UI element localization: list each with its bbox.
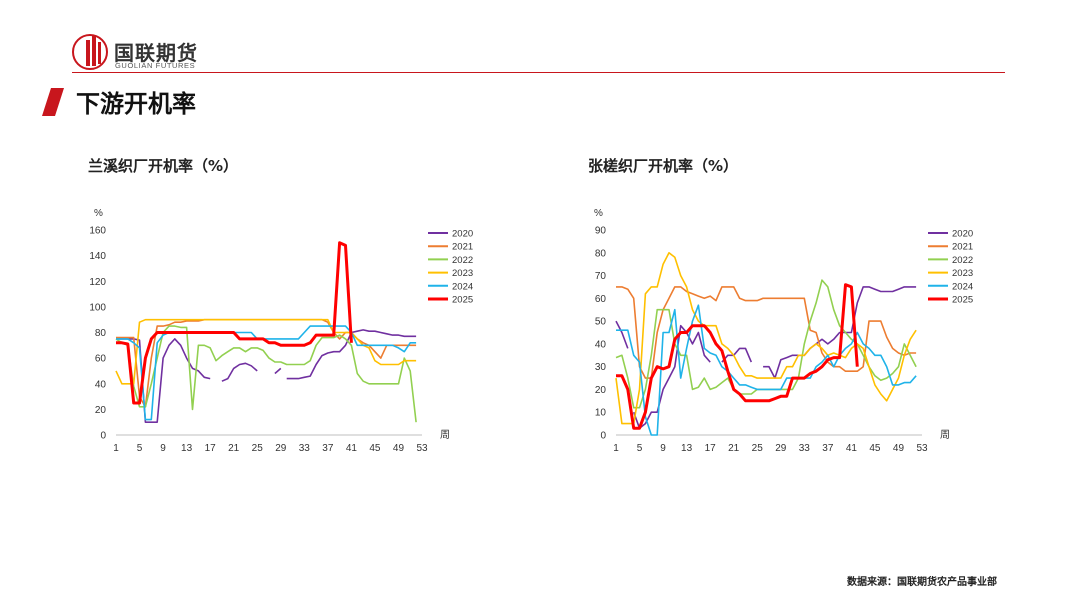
x-tick-label: 25	[252, 443, 264, 454]
series-line-2025	[616, 283, 859, 430]
x-tick-label: 17	[705, 443, 717, 454]
logo-emblem-icon	[72, 34, 108, 70]
y-tick-label: 80	[595, 248, 607, 259]
x-tick-label: 9	[660, 443, 666, 454]
y-tick-label: 80	[95, 328, 107, 339]
x-tick-label: 53	[416, 443, 428, 454]
x-axis-unit-label: 周	[940, 429, 950, 441]
x-tick-label: 1	[613, 443, 619, 454]
series-line-2023	[615, 252, 917, 425]
legend-label-2025: 2025	[452, 295, 473, 306]
y-tick-label: 20	[95, 405, 107, 416]
y-tick-label: 90	[595, 226, 607, 237]
legend-label-2020: 2020	[452, 229, 473, 240]
legend-label-2025: 2025	[952, 295, 973, 306]
y-axis-unit-label: %	[94, 208, 103, 219]
x-tick-label: 5	[637, 443, 643, 454]
y-tick-label: 70	[595, 271, 607, 282]
x-tick-label: 49	[393, 443, 405, 454]
x-tick-label: 33	[799, 443, 811, 454]
x-tick-label: 45	[869, 443, 881, 454]
x-tick-label: 41	[346, 443, 358, 454]
y-tick-label: 20	[595, 385, 607, 396]
y-tick-label: 0	[600, 431, 606, 442]
x-tick-label: 13	[681, 443, 693, 454]
x-axis-unit-label: 周	[440, 429, 450, 441]
legend-label-2023: 2023	[952, 268, 973, 279]
x-tick-label: 29	[275, 443, 287, 454]
title-accent-icon	[42, 88, 64, 116]
y-tick-label: 30	[595, 362, 607, 373]
y-tick-label: 60	[95, 354, 107, 365]
x-tick-label: 21	[728, 443, 740, 454]
series-line-2022	[615, 279, 917, 409]
series-line-2020	[615, 286, 917, 429]
y-tick-label: 140	[89, 251, 106, 262]
x-tick-label: 33	[299, 443, 311, 454]
x-tick-label: 25	[752, 443, 764, 454]
y-tick-label: 160	[89, 226, 106, 237]
x-tick-label: 21	[228, 443, 240, 454]
x-tick-label: 13	[181, 443, 193, 454]
x-tick-label: 45	[369, 443, 381, 454]
y-axis-unit-label: %	[594, 208, 603, 219]
legend-label-2023: 2023	[452, 268, 473, 279]
y-tick-label: 120	[89, 277, 106, 288]
series-line-2021	[616, 286, 917, 379]
legend-label-2021: 2021	[952, 242, 973, 253]
legend-label-2024: 2024	[952, 281, 973, 292]
x-tick-label: 17	[205, 443, 217, 454]
x-tick-label: 41	[846, 443, 858, 454]
legend-label-2022: 2022	[952, 255, 973, 266]
legend-label-2024: 2024	[452, 281, 473, 292]
series-line-2022	[115, 325, 417, 423]
x-tick-label: 29	[775, 443, 787, 454]
y-tick-label: 40	[95, 379, 107, 390]
y-tick-label: 50	[595, 317, 607, 328]
legend-label-2020: 2020	[952, 229, 973, 240]
legend-label-2021: 2021	[452, 242, 473, 253]
y-tick-label: 10	[595, 408, 607, 419]
y-tick-label: 0	[100, 431, 106, 442]
company-logo: 国联期货 GUOLIAN FUTURES	[72, 32, 232, 74]
series-line-2025	[116, 241, 353, 405]
x-tick-label: 49	[893, 443, 905, 454]
company-name-cn: 国联期货	[114, 41, 198, 65]
company-name-en: GUOLIAN FUTURES	[115, 61, 196, 70]
chart-zhangcha: % 0 10 20 30 40 50 60 70 80 90 1 5 9 13 17 21 25 29 33 37 41 4…	[594, 208, 973, 454]
source-note: 数据来源：国联期货农产品事业部	[847, 577, 997, 588]
y-tick-label: 100	[89, 302, 106, 313]
x-tick-label: 9	[160, 443, 166, 454]
x-tick-label: 37	[322, 443, 334, 454]
header-divider	[72, 72, 1005, 73]
series-line-2024	[616, 304, 917, 436]
x-tick-label: 5	[137, 443, 143, 454]
chart-lanxi: % 0 20 40 60 80 100 120 140 160 1 5 9 13 17 21 25 29 33 37 4…	[89, 208, 473, 454]
series-line-2020	[116, 329, 417, 423]
series-line-2023	[115, 318, 417, 385]
y-tick-label: 40	[595, 339, 607, 350]
page-title: 下游开机率	[76, 90, 196, 118]
chart-title-zhangcha: 张槎织厂开机率（%）	[588, 157, 739, 175]
x-tick-label: 53	[916, 443, 928, 454]
y-tick-label: 60	[595, 294, 607, 305]
chart-title-lanxi: 兰溪织厂开机率（%）	[88, 157, 239, 175]
x-tick-label: 37	[822, 443, 834, 454]
legend-label-2022: 2022	[452, 255, 473, 266]
x-tick-label: 1	[113, 443, 119, 454]
